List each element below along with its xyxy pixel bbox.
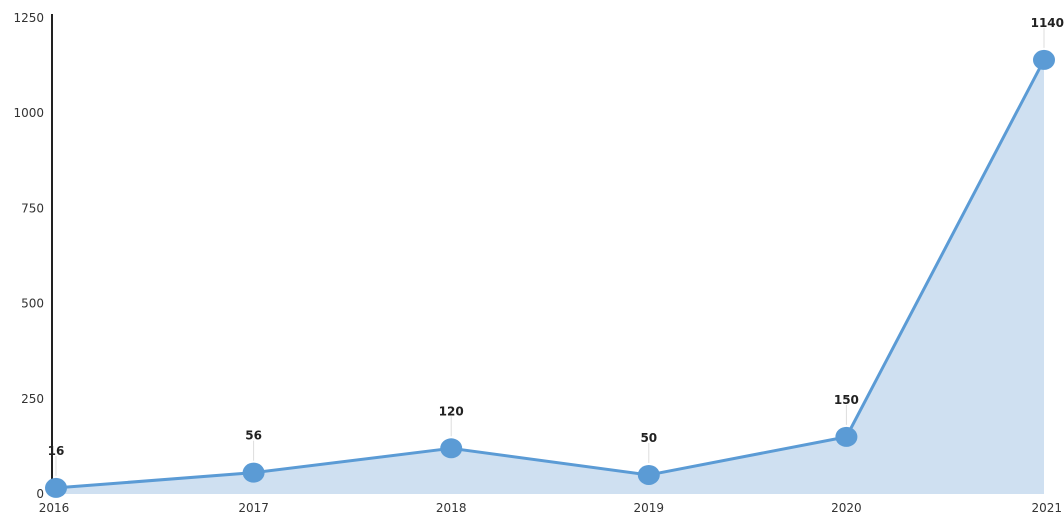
x-tick-label: 2020	[831, 501, 862, 515]
data-point-marker	[637, 464, 660, 485]
data-label: 56	[245, 429, 262, 443]
x-tick-labels: 2016 2017 2018 2019 2020 2021	[39, 501, 1062, 515]
y-tick-label: 1250	[13, 11, 44, 25]
x-tick-label: 2019	[634, 501, 665, 515]
data-label: 120	[439, 404, 464, 418]
x-tick-label: 2017	[238, 501, 269, 515]
series-line	[54, 58, 1046, 490]
data-point-marker	[242, 462, 265, 483]
y-tick-label: 0	[36, 487, 44, 501]
data-point-marker	[45, 477, 67, 498]
area-fill	[56, 59, 1044, 494]
y-tick-label: 250	[21, 392, 44, 406]
data-label-leader-layer	[55, 27, 1045, 476]
data-point-marker	[835, 426, 858, 447]
x-tick-label: 2021	[1031, 501, 1062, 515]
x-tick-label: 2018	[436, 501, 467, 515]
y-tick-label: 1000	[13, 106, 44, 120]
data-label: 16	[48, 444, 65, 458]
y-tick-labels: 0 250 500 750 1000 1250	[13, 11, 44, 501]
data-markers	[45, 49, 1055, 498]
data-label: 50	[640, 431, 657, 445]
x-tick-label: 2016	[39, 501, 70, 515]
data-label: 150	[834, 393, 859, 407]
data-point-marker	[1033, 49, 1055, 70]
y-tick-label: 750	[21, 201, 44, 215]
data-labels: 16 56 120 50 150 1140	[48, 16, 1064, 458]
series-line-layer	[54, 58, 1046, 490]
data-label: 1140	[1031, 16, 1064, 30]
y-tick-label: 500	[21, 297, 44, 311]
data-point-marker	[440, 438, 463, 459]
area-fill-layer	[56, 59, 1044, 494]
